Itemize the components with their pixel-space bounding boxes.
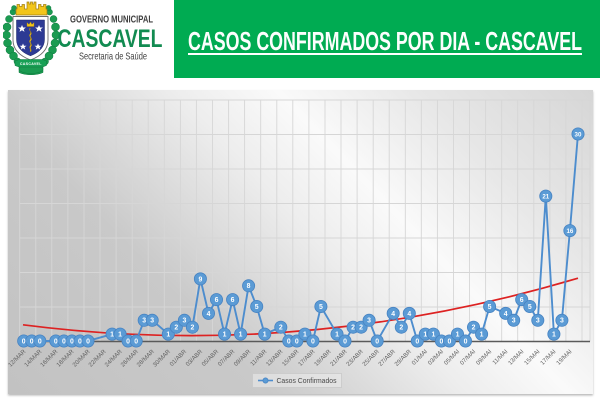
- svg-text:Casos Confirmados: Casos Confirmados: [277, 376, 337, 385]
- svg-text:2: 2: [174, 325, 178, 332]
- svg-text:09/MAI: 09/MAI: [476, 349, 494, 367]
- svg-text:19/MAI: 19/MAI: [556, 349, 574, 367]
- svg-text:3: 3: [367, 318, 371, 325]
- svg-text:30/MAR: 30/MAR: [152, 349, 172, 369]
- svg-text:4: 4: [504, 311, 508, 318]
- svg-text:0: 0: [78, 338, 82, 345]
- svg-text:01/MAI: 01/MAI: [411, 349, 429, 367]
- svg-text:8: 8: [247, 283, 251, 290]
- svg-text:2: 2: [190, 325, 194, 332]
- svg-text:30: 30: [575, 131, 582, 138]
- svg-text:0: 0: [126, 338, 130, 345]
- svg-text:4: 4: [407, 311, 411, 318]
- svg-text:0: 0: [86, 338, 90, 345]
- svg-text:Secretaria de Saúde: Secretaria de Saúde: [79, 51, 147, 63]
- svg-text:1: 1: [223, 332, 227, 339]
- svg-text:4: 4: [207, 311, 211, 318]
- svg-text:3: 3: [182, 318, 186, 325]
- svg-text:5: 5: [255, 304, 259, 311]
- svg-text:5: 5: [488, 304, 492, 311]
- svg-text:21: 21: [542, 194, 549, 201]
- svg-text:1: 1: [431, 332, 435, 339]
- svg-text:1: 1: [303, 332, 307, 339]
- svg-text:6: 6: [215, 297, 219, 304]
- svg-text:4: 4: [391, 311, 395, 318]
- svg-text:0: 0: [70, 338, 74, 345]
- svg-text:0: 0: [54, 338, 58, 345]
- svg-text:0: 0: [134, 338, 138, 345]
- svg-text:1: 1: [335, 332, 339, 339]
- svg-text:1: 1: [423, 332, 427, 339]
- svg-text:5: 5: [528, 304, 532, 311]
- svg-text:0: 0: [22, 338, 26, 345]
- svg-text:2: 2: [359, 325, 363, 332]
- svg-text:09/ABR: 09/ABR: [233, 349, 252, 368]
- svg-text:17/MAI: 17/MAI: [540, 349, 558, 367]
- svg-text:13/MAI: 13/MAI: [508, 349, 526, 367]
- svg-text:CASOS CONFIRMADOS POR DIA - CA: CASOS CONFIRMADOS POR DIA - CASCAVEL: [188, 26, 582, 56]
- svg-text:6: 6: [520, 297, 524, 304]
- svg-text:2: 2: [399, 325, 403, 332]
- svg-text:CASCAVEL: CASCAVEL: [20, 62, 42, 66]
- svg-text:1: 1: [110, 332, 114, 339]
- svg-text:1: 1: [263, 332, 267, 339]
- svg-text:0: 0: [415, 338, 419, 345]
- svg-text:6: 6: [231, 297, 235, 304]
- svg-text:3: 3: [512, 318, 516, 325]
- svg-text:3: 3: [560, 318, 564, 325]
- svg-text:2: 2: [351, 325, 355, 332]
- svg-text:9: 9: [198, 276, 202, 283]
- svg-text:0: 0: [62, 338, 66, 345]
- svg-text:1: 1: [239, 332, 243, 339]
- svg-text:5: 5: [319, 304, 323, 311]
- svg-text:1: 1: [552, 332, 556, 339]
- svg-text:GOVERNO MUNICIPAL: GOVERNO MUNICIPAL: [70, 15, 153, 26]
- svg-text:0: 0: [38, 338, 42, 345]
- svg-text:0: 0: [447, 338, 451, 345]
- svg-text:11/MAI: 11/MAI: [492, 349, 510, 367]
- svg-text:2: 2: [279, 325, 283, 332]
- svg-text:1: 1: [118, 332, 122, 339]
- svg-text:3: 3: [150, 318, 154, 325]
- svg-text:0: 0: [439, 338, 443, 345]
- svg-text:16: 16: [566, 228, 573, 235]
- svg-text:1: 1: [456, 332, 460, 339]
- svg-text:3: 3: [536, 318, 540, 325]
- svg-text:15/MAI: 15/MAI: [524, 349, 542, 367]
- svg-text:0: 0: [295, 338, 299, 345]
- svg-text:0: 0: [464, 338, 468, 345]
- svg-text:3: 3: [142, 318, 146, 325]
- svg-text:1: 1: [166, 332, 170, 339]
- svg-text:CASCAVEL: CASCAVEL: [58, 25, 163, 53]
- svg-text:0: 0: [311, 338, 315, 345]
- svg-text:0: 0: [287, 338, 291, 345]
- svg-text:2: 2: [472, 325, 476, 332]
- svg-text:0: 0: [343, 338, 347, 345]
- svg-text:29/ABR: 29/ABR: [394, 349, 413, 368]
- svg-text:0: 0: [30, 338, 34, 345]
- svg-text:03/MAI: 03/MAI: [427, 349, 445, 367]
- svg-text:0: 0: [375, 338, 379, 345]
- svg-text:1: 1: [480, 332, 484, 339]
- svg-text:07/MAI: 07/MAI: [459, 349, 477, 367]
- svg-text:05/MAI: 05/MAI: [443, 349, 461, 367]
